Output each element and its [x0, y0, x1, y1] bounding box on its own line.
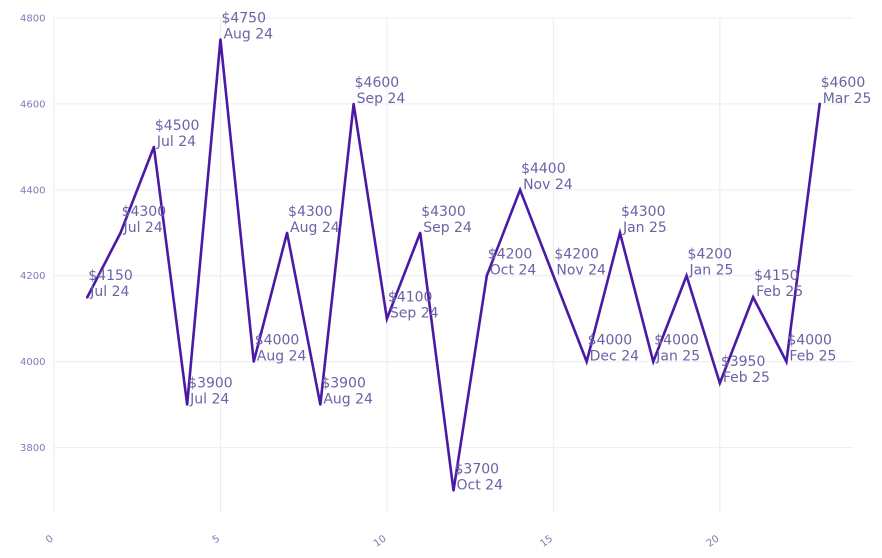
y-tick-label: 3800 [20, 443, 45, 454]
data-label: $4150 Feb 25 [754, 268, 803, 300]
data-point [552, 274, 555, 277]
data-label: $4300 Sep 24 [421, 204, 472, 236]
data-label: $4300 Jul 24 [122, 204, 167, 236]
data-point [818, 102, 821, 106]
data-point [585, 360, 588, 363]
data-point [785, 360, 788, 363]
data-label: $4300 Jan 25 [621, 204, 667, 236]
x-tick-label: 0 [44, 533, 56, 546]
grid [53, 17, 853, 512]
data-point [751, 296, 755, 299]
data-point [618, 231, 622, 234]
x-tick-label: 20 [705, 533, 722, 549]
data-label: $4100 Sep 24 [388, 290, 439, 322]
data-label: $3900 Jul 24 [188, 376, 233, 408]
data-label: $3900 Aug 24 [321, 376, 373, 408]
data-point [152, 145, 156, 149]
data-label: $4600 Sep 24 [355, 75, 406, 107]
data-point [652, 360, 655, 363]
x-tick-label: 5 [211, 533, 223, 546]
data-labels: $4150 Jul 24 $4300 Jul 24 $4500 Jul 24 $3900 Ju… [88, 10, 871, 493]
data-point [452, 489, 455, 492]
y-tick-label: 4000 [20, 357, 45, 368]
data-point [86, 296, 89, 299]
data-label: $4200 Nov 24 [554, 247, 606, 279]
x-tick-label: 15 [538, 533, 555, 549]
axis-tick-labels: 3800 4000 4200 4400 4600 4800 0 5 10 15 20 [20, 14, 722, 550]
data-label: $4400 Nov 24 [521, 161, 573, 193]
data-label: $4150 Jul 24 [88, 268, 133, 300]
data-label: $4000 Jan 25 [654, 333, 700, 365]
data-label: $4600 Mar 25 [821, 75, 872, 107]
data-point [718, 381, 722, 385]
data-label: $3950 Feb 25 [721, 354, 770, 386]
data-point [219, 38, 222, 41]
data-point [252, 360, 255, 363]
data-point [319, 403, 322, 406]
data-label: $3700 Oct 24 [455, 462, 504, 494]
y-tick-label: 4400 [20, 185, 45, 196]
data-point [119, 231, 122, 234]
y-tick-label: 4200 [20, 271, 45, 282]
data-point [685, 274, 688, 277]
data-label: $4000 Dec 24 [588, 333, 639, 365]
y-tick-label: 4600 [20, 99, 45, 110]
data-point [185, 403, 189, 406]
data-label: $4200 Jan 25 [688, 247, 734, 279]
data-point [352, 102, 355, 106]
data-label: $4000 Aug 24 [255, 333, 307, 365]
data-point [285, 231, 289, 234]
series [85, 38, 822, 492]
x-tick-label: 10 [372, 533, 389, 549]
y-tick-label: 4800 [20, 14, 45, 25]
data-point [518, 188, 522, 192]
data-label: $4500 Jul 24 [155, 118, 200, 150]
data-point [385, 317, 389, 320]
data-label: $4750 Aug 24 [221, 10, 273, 42]
data-label: $4300 Aug 24 [288, 204, 340, 236]
data-point [419, 231, 422, 234]
data-label: $4200 Oct 24 [488, 247, 537, 279]
data-label: $4000 Feb 25 [787, 333, 836, 365]
data-point [485, 274, 488, 277]
